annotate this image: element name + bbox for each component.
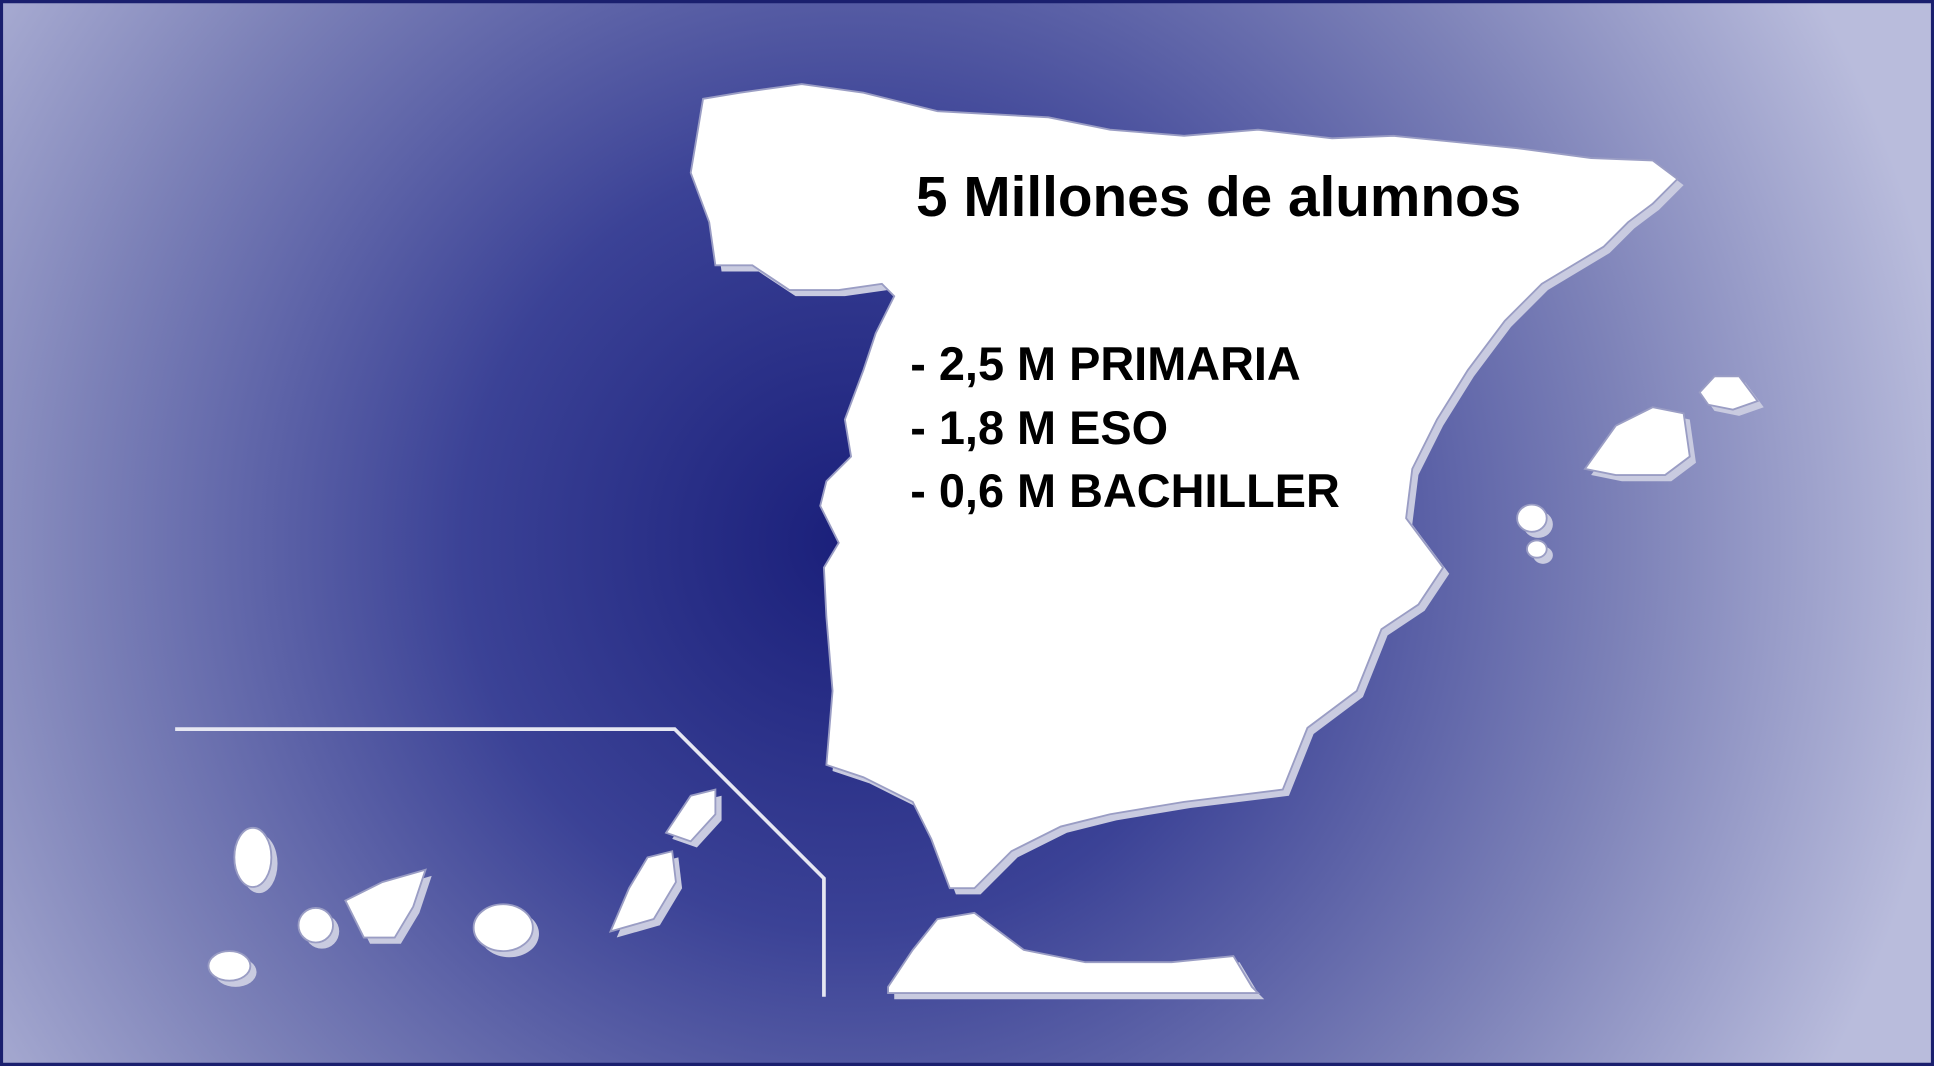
formentera <box>1526 539 1548 559</box>
item: - 2,5 M PRIMARIA <box>910 338 1301 390</box>
tenerife <box>344 868 427 939</box>
north-africa <box>887 911 1261 994</box>
gran-canaria <box>472 903 534 953</box>
peninsula <box>689 83 1679 890</box>
mallorca <box>1583 406 1691 476</box>
map-land <box>207 83 1760 994</box>
lanzarote <box>664 788 717 843</box>
ibiza <box>1516 503 1548 533</box>
menorca <box>1698 375 1760 411</box>
title: 5 Millones de alumnos <box>916 166 1521 229</box>
la-palma <box>233 826 273 888</box>
canary-inset-frame <box>175 727 826 997</box>
item: - 0,6 M BACHILLER <box>910 465 1340 517</box>
el-hierro <box>207 950 252 982</box>
map <box>175 83 1764 1000</box>
la-gomera <box>297 907 334 944</box>
fuerteventura <box>608 850 677 933</box>
item: - 1,8 M ESO <box>910 402 1168 454</box>
